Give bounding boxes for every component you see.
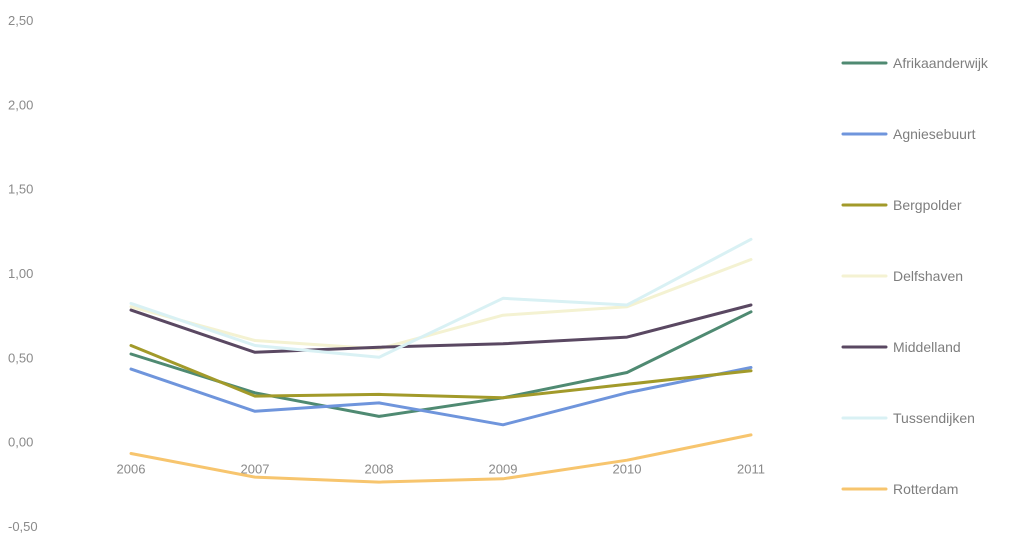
x-tick-label: 2010 xyxy=(613,462,642,477)
legend-label-delfshaven: Delfshaven xyxy=(893,268,963,284)
legend-label-middelland: Middelland xyxy=(893,339,961,355)
series-line-rotterdam xyxy=(129,433,753,484)
x-tick-label: 2011 xyxy=(737,462,765,477)
legend-label-tussendijken: Tussendijken xyxy=(893,410,975,426)
series-lines xyxy=(129,237,753,484)
y-tick-label: 0,50 xyxy=(8,350,33,365)
legend-label-agniesebuurt: Agniesebuurt xyxy=(893,126,976,142)
y-tick-label: 0,00 xyxy=(8,435,33,450)
series-line-delfshaven xyxy=(129,258,753,351)
series-line-tussendijken xyxy=(129,237,753,359)
y-axis: 2,50 2,00 1,50 1,00 0,50 0,00 -0,50 xyxy=(8,13,38,534)
x-tick-label: 2006 xyxy=(117,462,146,477)
x-axis: 2006 2007 2008 2009 2010 2011 xyxy=(117,462,765,477)
y-tick-label: 1,50 xyxy=(8,182,33,197)
x-tick-label: 2007 xyxy=(241,462,270,477)
legend-label-afrikaanderwijk: Afrikaanderwijk xyxy=(893,55,989,71)
legend: Afrikaanderwijk Agniesebuurt Bergpolder Del… xyxy=(841,55,989,497)
x-tick-label: 2008 xyxy=(365,462,394,477)
series-line-middelland xyxy=(129,303,753,354)
legend-label-bergpolder: Bergpolder xyxy=(893,197,962,213)
legend-label-rotterdam: Rotterdam xyxy=(893,481,958,497)
series-line-bergpolder xyxy=(129,344,753,400)
y-tick-label: 1,00 xyxy=(8,266,33,281)
x-tick-label: 2009 xyxy=(489,462,518,477)
y-tick-label: 2,00 xyxy=(8,97,33,112)
y-tick-label: -0,50 xyxy=(8,519,38,534)
series-line-agniesebuurt xyxy=(129,366,753,427)
y-tick-label: 2,50 xyxy=(8,13,33,28)
